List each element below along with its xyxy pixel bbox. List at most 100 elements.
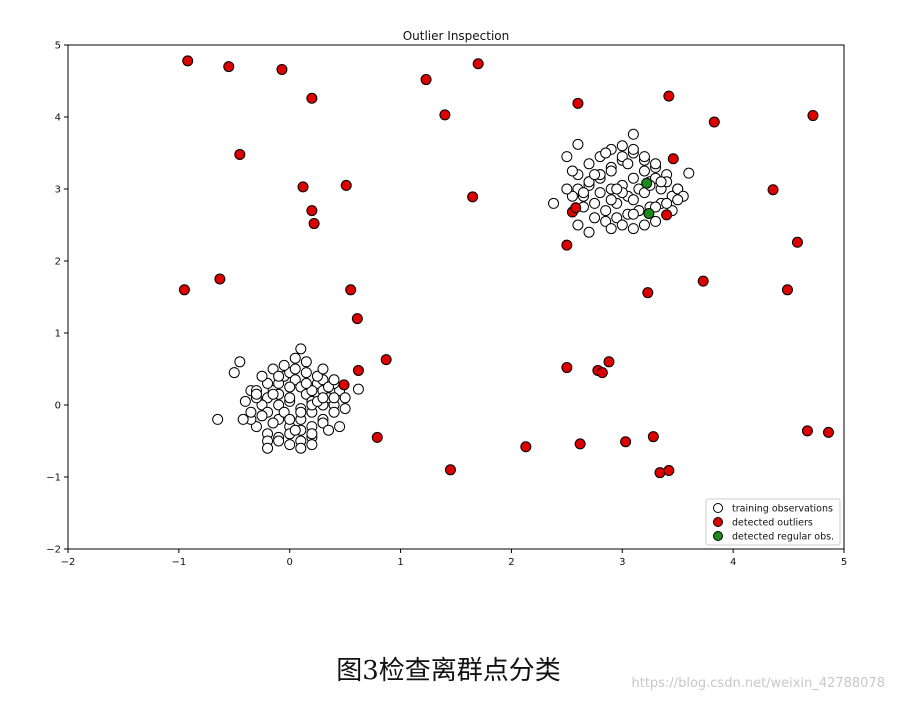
point-training-observations	[572, 219, 584, 231]
point-detected-outliers	[306, 205, 318, 217]
point-training-observations	[572, 138, 584, 150]
point-training-observations	[600, 205, 612, 217]
point-detected-outliers	[708, 116, 720, 128]
y-tick-label: 2	[55, 257, 61, 268]
point-detected-outliers	[561, 362, 573, 374]
point-training-observations	[262, 377, 274, 389]
point-detected-outliers	[781, 284, 793, 296]
point-training-observations	[627, 223, 639, 235]
point-training-observations	[622, 158, 634, 170]
point-training-observations	[627, 172, 639, 184]
point-detected-outliers	[570, 202, 582, 214]
point-training-observations	[237, 413, 249, 425]
point-training-observations	[317, 392, 329, 404]
point-detected-regular-obs	[643, 207, 655, 219]
point-detected-outliers	[223, 61, 235, 73]
point-detected-outliers	[642, 287, 654, 299]
point-detected-outliers	[791, 236, 803, 248]
scatter-chart: Outlier Inspection −2 −1 0 1 2 3 4 5 −2 −1 0 1 2 3 4 5…	[46, 29, 847, 568]
point-training-observations	[328, 406, 340, 418]
x-tick-label: −1	[171, 557, 186, 568]
point-training-observations	[262, 442, 274, 454]
point-training-observations	[589, 169, 601, 181]
point-detected-outliers	[574, 438, 586, 450]
point-training-observations	[273, 399, 285, 411]
y-tick-label: 0	[55, 401, 61, 412]
y-tick-label: 3	[55, 185, 61, 196]
y-tick-label: 4	[55, 113, 61, 124]
point-training-observations	[300, 356, 312, 368]
watermark: https://blog.csdn.net/weixin_42788078	[631, 676, 885, 691]
point-detected-outliers	[472, 58, 484, 70]
point-training-observations	[605, 223, 617, 235]
point-detected-outliers	[380, 354, 392, 366]
point-training-observations	[256, 399, 268, 411]
point-detected-outliers	[420, 74, 432, 86]
figure-caption: 图3检查离群点分类	[336, 656, 561, 686]
point-training-observations	[683, 167, 695, 179]
point-training-observations	[284, 439, 296, 451]
point-training-observations	[256, 410, 268, 422]
point-detected-outliers	[661, 209, 673, 221]
point-detected-outliers	[801, 425, 813, 437]
point-detected-outliers	[520, 441, 532, 453]
plot-area	[178, 55, 834, 479]
point-training-observations	[655, 176, 667, 188]
x-axis: −2 −1 0 1 2 3 4 5	[61, 549, 847, 568]
point-training-observations	[278, 406, 290, 418]
point-training-observations	[306, 385, 318, 397]
point-detected-regular-obs	[641, 177, 653, 189]
point-training-observations	[583, 158, 595, 170]
point-detected-outliers	[234, 148, 246, 160]
point-detected-outliers	[654, 467, 666, 479]
point-detected-outliers	[561, 239, 573, 251]
point-training-observations	[234, 356, 246, 368]
x-tick-label: −2	[61, 557, 76, 568]
point-training-observations	[284, 381, 296, 393]
point-training-observations	[583, 176, 595, 188]
point-training-observations	[561, 151, 573, 163]
point-training-observations	[577, 187, 589, 199]
plot-frame	[67, 44, 845, 550]
point-training-observations	[295, 442, 307, 454]
point-training-observations	[600, 215, 612, 227]
point-training-observations	[278, 359, 290, 371]
point-training-observations	[566, 165, 578, 177]
point-training-observations	[328, 392, 340, 404]
x-tick-label: 5	[841, 557, 847, 568]
point-detected-outliers	[338, 379, 350, 391]
point-training-observations	[295, 406, 307, 418]
point-training-observations	[589, 212, 601, 224]
point-training-observations	[650, 201, 662, 213]
point-training-observations	[317, 363, 329, 375]
point-training-observations	[605, 194, 617, 206]
point-detected-outliers	[663, 90, 675, 102]
point-training-observations	[638, 165, 650, 177]
point-detected-outliers	[444, 464, 456, 476]
y-axis: −2 −1 0 1 2 3 4 5	[46, 41, 68, 556]
point-detected-outliers	[351, 313, 363, 325]
point-detected-outliers	[439, 109, 451, 121]
point-training-observations	[352, 383, 364, 395]
point-training-observations	[627, 143, 639, 155]
legend-label: detected regular obs.	[732, 532, 834, 543]
point-detected-outliers	[352, 364, 364, 376]
point-detected-outliers	[647, 431, 659, 443]
point-training-observations	[284, 413, 296, 425]
point-training-observations	[295, 343, 307, 355]
point-training-observations	[273, 370, 285, 382]
point-detected-outliers	[572, 97, 584, 109]
point-detected-outliers	[182, 55, 194, 67]
point-training-observations	[289, 352, 301, 364]
point-training-observations	[300, 367, 312, 379]
legend-marker	[713, 517, 723, 527]
point-training-observations	[627, 128, 639, 140]
point-training-observations	[594, 187, 606, 199]
point-training-observations	[250, 421, 262, 433]
point-detected-outliers	[306, 92, 318, 104]
legend-label: detected outliers	[732, 518, 813, 529]
point-training-observations	[616, 219, 628, 231]
y-tick-label: −1	[46, 473, 61, 484]
point-detected-outliers	[214, 273, 226, 285]
point-training-observations	[339, 392, 351, 404]
